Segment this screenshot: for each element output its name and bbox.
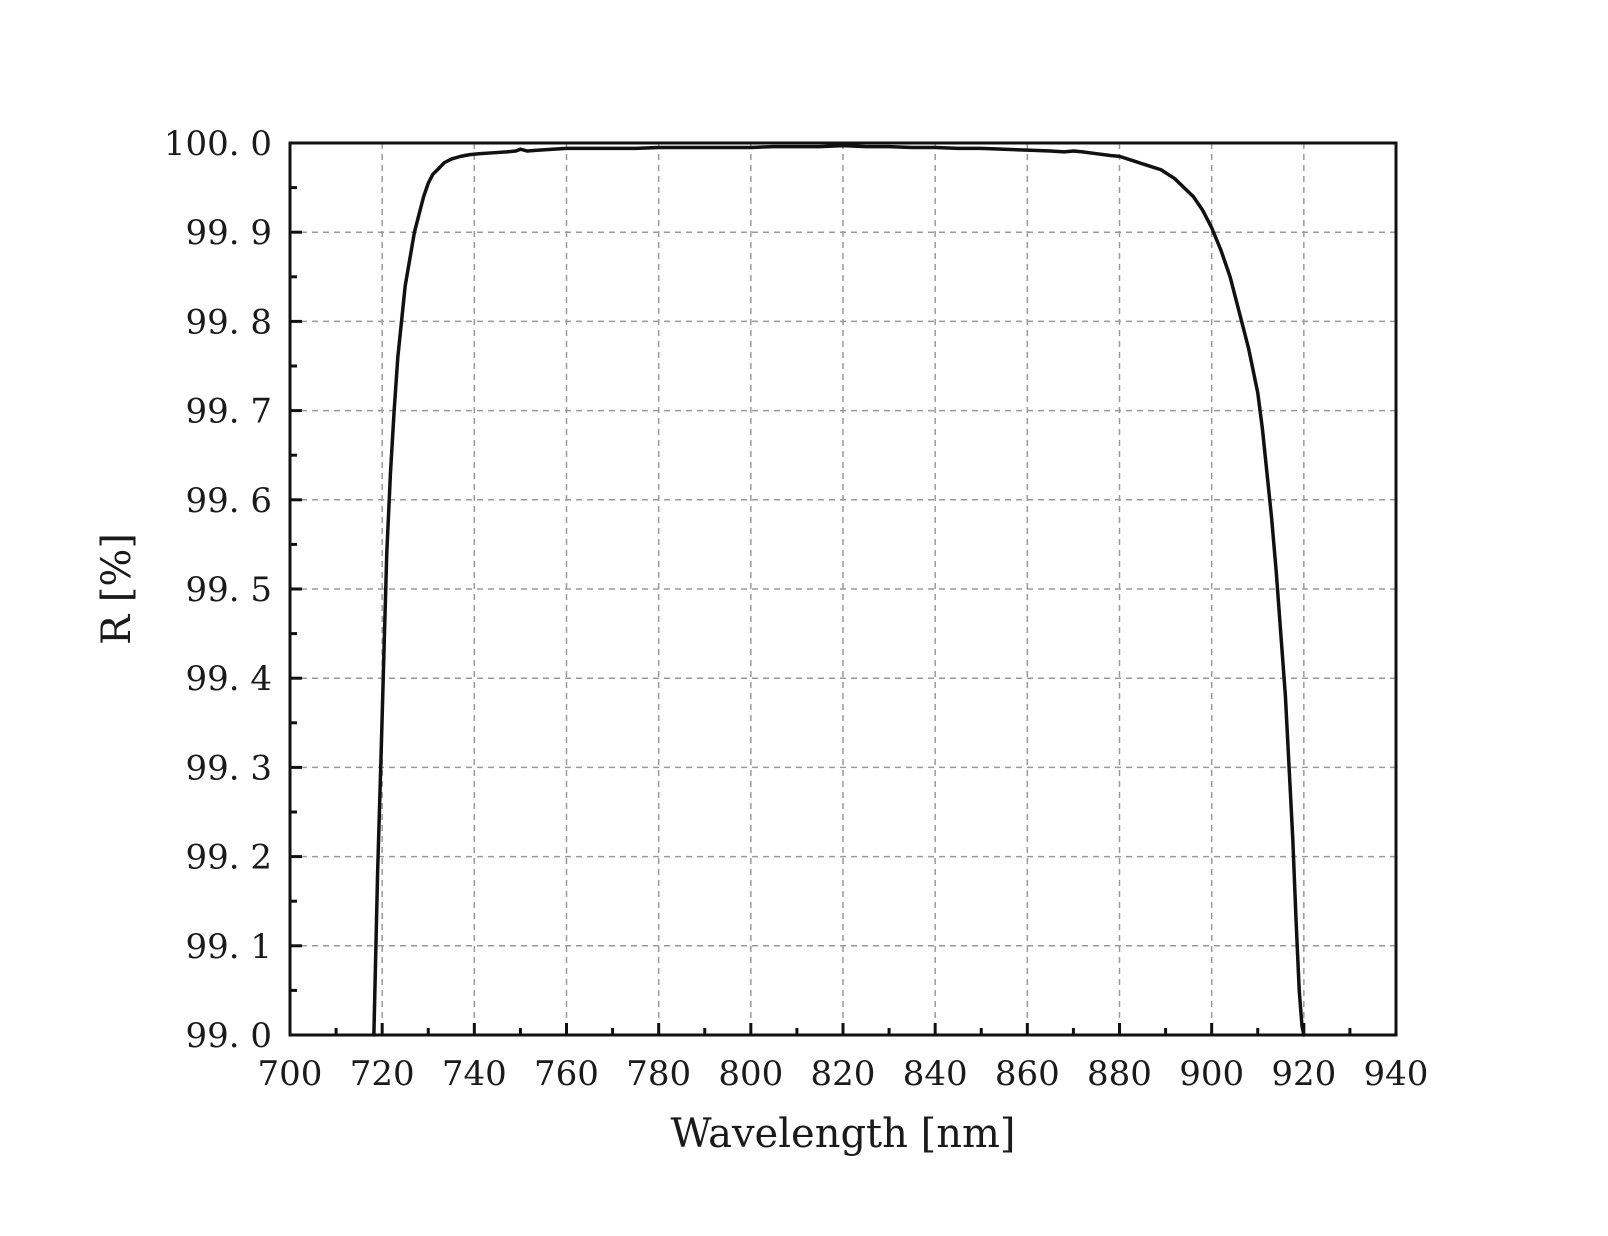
y-tick-label: 99. 9 [185,213,272,253]
x-tick-label: 780 [626,1054,691,1094]
x-tick-label: 720 [350,1054,415,1094]
plot-frame [288,141,1398,1037]
x-tick-label: 700 [258,1054,323,1094]
grid [290,143,1396,1035]
y-tick-label: 99. 5 [185,570,272,610]
y-tick-labels: 99. 0 99. 1 99. 2 99. 3 99. 4 99. 5 99. 6 99. 7… [164,124,272,1056]
x-tick-label: 900 [1179,1054,1244,1094]
x-tick-label: 880 [1087,1054,1152,1094]
x-tick-label: 860 [995,1054,1060,1094]
y-axis-title: R [%] [94,533,140,645]
y-tick-label: 99. 6 [185,481,272,521]
y-tick-label: 99. 8 [185,302,272,342]
x-tick-label: 940 [1364,1054,1429,1094]
y-tick-label: 99. 7 [185,392,272,432]
y-tick-label: 99. 1 [185,927,272,967]
x-tick-label: 920 [1271,1054,1336,1094]
series-layer [372,143,1306,1037]
y-tick-label: 99. 0 [185,1016,272,1056]
y-tick-label: 99. 3 [185,748,272,788]
y-tick-label: 99. 4 [185,659,272,699]
x-axis-title: Wavelength [nm] [670,1111,1015,1157]
x-tick-labels: 700 720 740 760 780 800 820 840 860 880 900 920 940 [258,1054,1429,1094]
x-tick-label: 820 [811,1054,876,1094]
x-tick-label: 760 [534,1054,599,1094]
y-tick-label: 100. 0 [164,124,272,164]
x-tick-label: 840 [903,1054,968,1094]
x-tick-label: 800 [718,1054,783,1094]
x-tick-label: 740 [442,1054,507,1094]
reflectance-line [372,143,1306,1037]
y-tick-label: 99. 2 [185,838,272,878]
